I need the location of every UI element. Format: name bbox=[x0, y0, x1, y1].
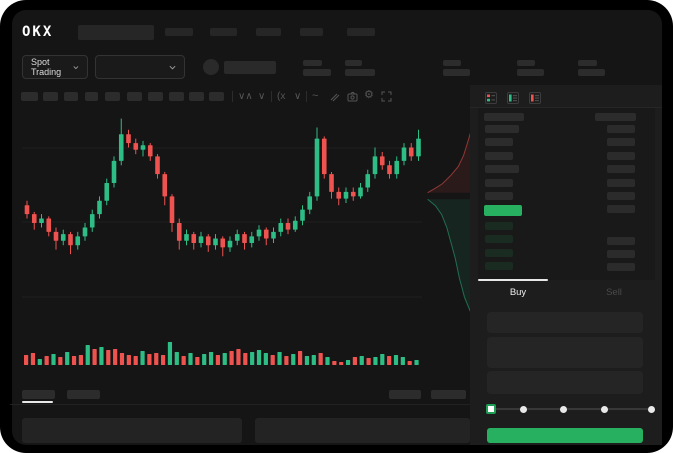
bid-amount-row[interactable] bbox=[607, 250, 635, 259]
stat-value-placeholder bbox=[578, 69, 605, 76]
bid-amount-row[interactable] bbox=[607, 237, 635, 245]
amount-slider-track[interactable] bbox=[490, 408, 653, 410]
slider-stop[interactable] bbox=[520, 406, 527, 413]
pair-selector[interactable] bbox=[95, 55, 185, 79]
ask-amount-row[interactable] bbox=[607, 151, 635, 160]
bottom-tab-indicator bbox=[22, 401, 53, 403]
bottom-tab-placeholder[interactable] bbox=[67, 390, 100, 399]
stat-label-placeholder bbox=[517, 60, 535, 66]
nav-item-placeholder[interactable] bbox=[300, 28, 323, 36]
screenshot-camera-icon[interactable] bbox=[347, 91, 358, 102]
ask-price-row[interactable] bbox=[485, 151, 513, 160]
ask-amount-row[interactable] bbox=[607, 178, 635, 187]
bid-price-row[interactable] bbox=[485, 235, 513, 244]
candle-type-icon[interactable]: ∨∧ bbox=[238, 91, 253, 102]
book-amount-header-placeholder bbox=[595, 113, 636, 121]
buy-submit-button[interactable] bbox=[487, 428, 643, 443]
ask-amount-row[interactable] bbox=[607, 192, 635, 200]
stat-value-placeholder bbox=[303, 69, 331, 76]
combined-book-icon[interactable] bbox=[485, 92, 497, 104]
toolbar-divider bbox=[306, 91, 307, 102]
ask-price-row[interactable] bbox=[485, 138, 513, 147]
tab-buy-label: Buy bbox=[509, 286, 527, 298]
ask-amount-row[interactable] bbox=[607, 125, 635, 133]
buy-sell-tabs: Buy Sell bbox=[470, 279, 662, 305]
ask-price-row[interactable] bbox=[485, 165, 519, 174]
amount-input-placeholder[interactable] bbox=[487, 337, 643, 368]
bottom-divider bbox=[10, 404, 470, 405]
price-input-placeholder[interactable] bbox=[487, 312, 643, 333]
bottom-tab-placeholder[interactable] bbox=[22, 390, 55, 399]
book-price-header-placeholder bbox=[484, 113, 524, 121]
stat-value-placeholder bbox=[517, 69, 544, 76]
bids-book-icon[interactable] bbox=[507, 92, 519, 104]
open-orders-placeholder bbox=[22, 418, 242, 443]
indicator-icon[interactable]: (x bbox=[277, 91, 286, 102]
toolbar-divider bbox=[232, 91, 233, 102]
timeframe-placeholder[interactable] bbox=[127, 92, 142, 101]
ask-price-row[interactable] bbox=[485, 178, 513, 187]
tab-sell[interactable]: Sell bbox=[566, 279, 662, 305]
nav-item-placeholder[interactable] bbox=[256, 28, 281, 36]
okx-logo: OKX bbox=[22, 24, 54, 40]
last-price-highlight[interactable] bbox=[484, 205, 522, 216]
chevron-down-icon[interactable]: ∨ bbox=[258, 91, 266, 102]
slider-stop[interactable] bbox=[560, 406, 567, 413]
timeframe-placeholder[interactable] bbox=[209, 92, 224, 101]
timeframe-placeholder[interactable] bbox=[21, 92, 38, 101]
ask-amount-row[interactable] bbox=[607, 138, 635, 147]
timeframe-placeholder[interactable] bbox=[169, 92, 184, 101]
nav-item-placeholder[interactable] bbox=[347, 28, 375, 36]
candlestick-chart[interactable] bbox=[22, 112, 422, 334]
chevron-down-icon bbox=[73, 65, 79, 69]
stat-label-placeholder bbox=[443, 60, 461, 66]
nav-item-placeholder[interactable] bbox=[165, 28, 193, 36]
ask-price-row[interactable] bbox=[485, 125, 519, 133]
nav-item-placeholder[interactable] bbox=[210, 28, 237, 36]
bottom-action-placeholder[interactable] bbox=[389, 390, 421, 399]
bid-amount-row[interactable] bbox=[607, 263, 635, 272]
timeframe-placeholder[interactable] bbox=[64, 92, 78, 101]
timeframe-placeholder[interactable] bbox=[148, 92, 163, 101]
drawing-tools-icon[interactable] bbox=[329, 92, 340, 102]
chevron-down-icon bbox=[169, 65, 176, 70]
market-type-selector[interactable]: Spot Trading bbox=[22, 55, 88, 79]
chevron-down-icon[interactable]: ∨ bbox=[294, 91, 302, 102]
bid-price-row[interactable] bbox=[485, 262, 513, 271]
line-tool-icon[interactable]: ~ bbox=[312, 90, 319, 102]
timeframe-placeholder[interactable] bbox=[43, 92, 58, 101]
slider-stop[interactable] bbox=[648, 406, 655, 413]
pair-name-placeholder bbox=[224, 61, 276, 74]
total-input-placeholder[interactable] bbox=[487, 371, 643, 394]
panel-divider bbox=[470, 107, 662, 108]
order-history-placeholder bbox=[255, 418, 470, 443]
slider-stop[interactable] bbox=[601, 406, 608, 413]
stat-value-placeholder bbox=[345, 69, 375, 76]
slider-handle[interactable] bbox=[486, 404, 496, 414]
settings-gear-icon[interactable]: ⚙ bbox=[364, 89, 374, 101]
timeframe-placeholder[interactable] bbox=[105, 92, 120, 101]
ask-price-row[interactable] bbox=[485, 192, 513, 200]
header-search-placeholder[interactable] bbox=[78, 25, 154, 40]
bottom-action-placeholder[interactable] bbox=[431, 390, 466, 399]
market-type-label: Spot Trading bbox=[31, 57, 62, 77]
ask-amount-row[interactable] bbox=[607, 205, 635, 214]
timeframe-placeholder[interactable] bbox=[189, 92, 204, 101]
asks-book-icon[interactable] bbox=[529, 92, 541, 104]
tab-sell-label: Sell bbox=[606, 286, 622, 298]
stat-label-placeholder bbox=[345, 60, 362, 66]
volume-bars bbox=[24, 342, 419, 365]
coin-avatar bbox=[203, 59, 219, 75]
stat-value-placeholder bbox=[443, 69, 470, 76]
stat-label-placeholder bbox=[578, 60, 597, 66]
timeframe-placeholder[interactable] bbox=[85, 92, 98, 101]
fullscreen-icon[interactable] bbox=[381, 91, 392, 102]
stat-label-placeholder bbox=[303, 60, 322, 66]
bid-price-row[interactable] bbox=[485, 248, 513, 257]
tab-buy[interactable]: Buy bbox=[470, 279, 566, 305]
toolbar-divider bbox=[271, 91, 272, 102]
ask-amount-row[interactable] bbox=[607, 165, 635, 174]
bid-price-row[interactable] bbox=[485, 222, 513, 230]
